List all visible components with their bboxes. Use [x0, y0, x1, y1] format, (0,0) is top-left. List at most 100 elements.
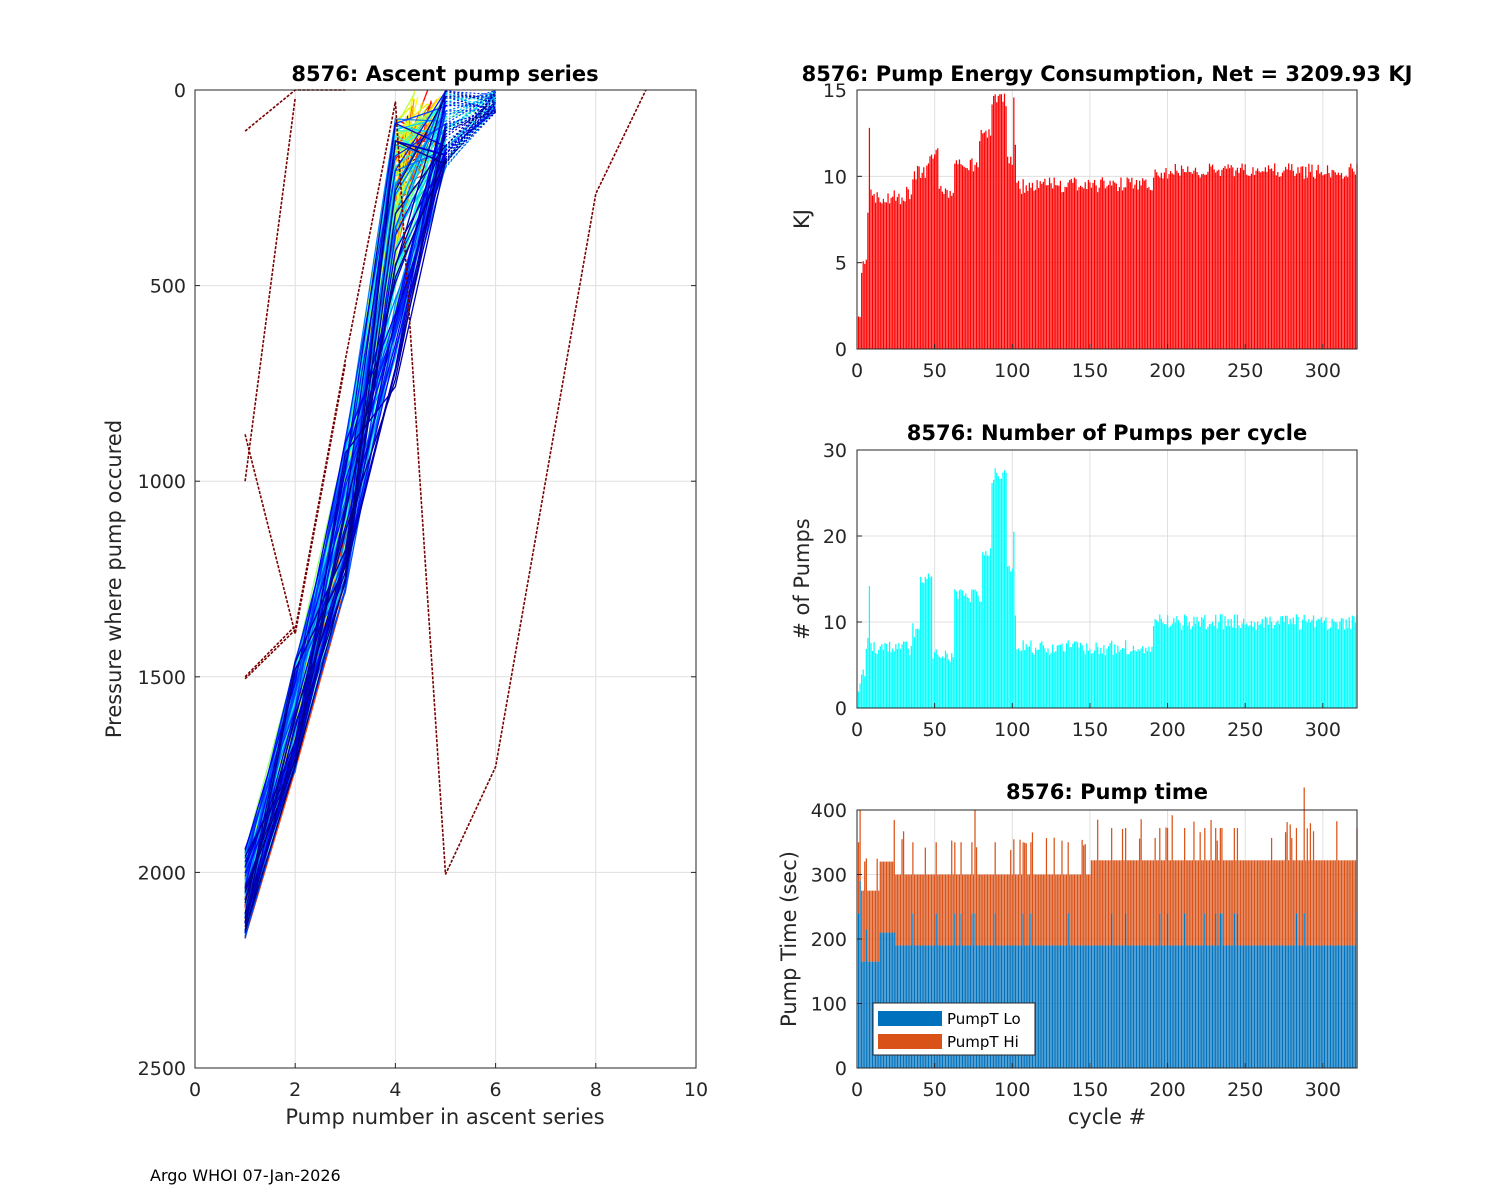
npumps-bar	[1331, 618, 1333, 708]
energy-bar	[1176, 170, 1178, 349]
npumps-bar	[1221, 614, 1223, 708]
pumptime-hi-bar	[1028, 874, 1030, 946]
pumptime-hi-bar	[954, 842, 956, 914]
pumptime-hi-bar	[1202, 860, 1204, 946]
ascent-profile-tail	[445, 89, 496, 107]
pumptime-lo-bar	[971, 913, 973, 1068]
energy-bar	[1194, 167, 1197, 349]
npumps-bar	[1317, 618, 1319, 708]
energy-bar	[1000, 94, 1003, 349]
ascent-axes-box	[194, 89, 697, 1069]
npumps-bar	[1201, 617, 1203, 708]
energy-bar	[1224, 166, 1226, 349]
pumptime-lo-bar	[1241, 945, 1243, 1068]
pumptime-hi-bar	[1272, 860, 1274, 946]
npumps-bar	[1300, 629, 1302, 708]
pumptime-lo-bar	[1132, 945, 1135, 1068]
pumptime-hi-bar	[1118, 860, 1121, 946]
pumptime-lo-bar	[1149, 945, 1152, 1068]
npumps-xtick-label: 300	[1305, 719, 1341, 741]
npumps-bar	[1294, 624, 1296, 708]
pumptime-lo-bar	[1194, 945, 1197, 1068]
pumptime-lo-bar	[1081, 945, 1083, 1068]
pumptime-hi-bar	[1177, 860, 1180, 946]
pumptime-lo-bar	[1261, 945, 1263, 1068]
npumps-bar	[912, 623, 914, 708]
energy-bar	[999, 94, 1001, 350]
pumptime-hi-bar	[1211, 860, 1214, 946]
npumps-bar	[1211, 621, 1214, 708]
npumps-bar	[1354, 622, 1357, 708]
npumps-bar	[1106, 648, 1108, 708]
energy-bar	[1064, 186, 1066, 349]
pumptime-hi-bar	[1316, 860, 1318, 946]
pumptime-ytick-label: 300	[811, 865, 847, 887]
energy-bar	[1156, 172, 1158, 349]
pumptime-hi-bar	[1269, 860, 1271, 946]
npumps-bar	[1002, 472, 1004, 708]
npumps-bar	[1177, 620, 1180, 708]
pumptime-hi-bar	[1199, 832, 1201, 946]
footer-credit: Argo WHOI 07-Jan-2026	[150, 1166, 341, 1185]
npumps-bar	[1216, 628, 1218, 708]
npumps-bar	[1173, 618, 1175, 708]
energy-bar	[1280, 176, 1282, 349]
energy-bar	[892, 196, 894, 349]
npumps-bar	[899, 648, 902, 708]
energy-bar	[1170, 171, 1172, 349]
pumptime-hi-bar	[1305, 860, 1307, 946]
energy-bar	[1233, 176, 1235, 349]
npumps-bar	[1329, 627, 1332, 708]
pumptime-hi-bar	[965, 874, 967, 946]
pumptime-hi-bar	[1208, 860, 1211, 946]
pumptime-lo-bar	[1337, 945, 1339, 1068]
energy-bar	[1148, 187, 1150, 349]
energy-bar	[1174, 163, 1176, 349]
npumps-ylabel: # of Pumps	[790, 518, 814, 640]
pumptime-hi-bar	[918, 874, 920, 946]
npumps-bar	[1185, 616, 1187, 708]
npumps-bar	[1314, 627, 1316, 708]
energy-bar	[1005, 106, 1007, 350]
npumps-bar	[1036, 649, 1038, 708]
energy-bar	[1117, 191, 1119, 349]
npumps-bar	[875, 652, 877, 708]
pumptime-hi-bar	[1129, 860, 1131, 946]
energy-bar	[1173, 174, 1175, 349]
pumptime-lo-bar	[1168, 945, 1170, 1068]
npumps-bar	[1073, 641, 1076, 708]
ascent-profile-tail	[445, 100, 497, 159]
pumptime-lo-bar	[1339, 945, 1341, 1068]
npumps-ytick-label: 20	[823, 526, 847, 548]
energy-axes-box	[856, 89, 1358, 350]
npumps-bar	[938, 656, 940, 708]
energy-bar	[1142, 178, 1144, 349]
energy-bar	[1137, 189, 1139, 349]
ascent-profile-tail	[445, 91, 497, 165]
energy-bar	[1250, 173, 1253, 349]
energy-bar	[1297, 167, 1299, 349]
npumps-bar	[1236, 614, 1239, 708]
pumptime-lo-bar	[1238, 945, 1240, 1068]
npumps-bar	[1284, 615, 1287, 708]
pumptime-hi-bar	[1320, 860, 1322, 946]
energy-bar	[1041, 183, 1043, 349]
pumptime-hi-bar	[1053, 837, 1055, 946]
pumptime-lo-bar	[1173, 945, 1175, 1068]
energy-bar	[997, 95, 999, 349]
npumps-bar	[1229, 626, 1231, 708]
energy-bar	[941, 191, 944, 349]
pumptime-hi-bar	[960, 842, 962, 914]
energy-bar	[1274, 163, 1276, 349]
pumptime-hi-bar	[1152, 860, 1155, 946]
npumps-bar	[997, 476, 999, 708]
energy-bar	[930, 154, 933, 349]
npumps-bar	[1191, 626, 1194, 708]
energy-bar	[907, 189, 909, 349]
npumps-bar	[1103, 645, 1105, 708]
npumps-bar	[951, 653, 953, 708]
energy-xtick-label: 100	[994, 360, 1030, 382]
pumptime-hi-bar	[885, 861, 888, 933]
npumps-bar	[1044, 648, 1046, 708]
npumps-xtick-label: 50	[923, 719, 947, 741]
